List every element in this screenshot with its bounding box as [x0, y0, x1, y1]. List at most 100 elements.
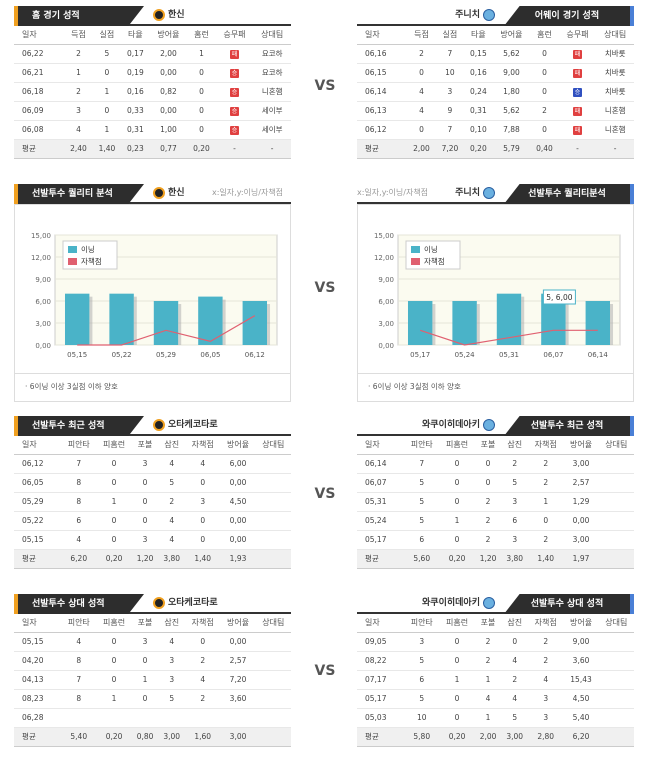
table-cell: 0 [185, 530, 221, 550]
table-row: 04,13 7 0 1 3 4 7,20 [14, 670, 291, 690]
table-row: 08,23 8 1 0 5 2 3,60 [14, 689, 291, 709]
table-cell: 0,24 [464, 82, 493, 102]
average-cell: 1,20 [131, 549, 159, 569]
average-cell: 0,77 [149, 139, 188, 159]
quality-left-team: 한신 [168, 188, 185, 198]
table-cell [598, 530, 634, 550]
table-cell: 2 [407, 44, 436, 64]
table-cell: 2 [158, 492, 186, 512]
table-cell: 5 [404, 689, 440, 709]
earned-runs-line [77, 315, 256, 346]
y-tick-label: 15,00 [31, 232, 51, 240]
average-cell: 평균 [357, 549, 405, 569]
table-cell: 7 [404, 454, 440, 474]
table-cell [598, 670, 634, 690]
chunichi-logo-icon [483, 418, 495, 431]
column-header: 피안타 [61, 436, 97, 455]
table-cell: 06,16 [357, 44, 408, 64]
average-cell: 평균 [357, 139, 408, 159]
column-header: 삼진 [158, 614, 186, 633]
table-cell: 3 [435, 82, 465, 102]
average-cell: 5,40 [61, 727, 97, 747]
column-header: 승무패 [558, 26, 597, 45]
table-cell: 3,00 [563, 530, 599, 550]
bar-shadow [565, 296, 569, 345]
average-cell: 0,40 [530, 139, 559, 159]
result-badge: 승 [230, 106, 239, 116]
y-tick-label: 9,00 [35, 276, 51, 284]
table-cell: 0 [185, 511, 221, 531]
table-cell: 06,07 [357, 473, 405, 493]
column-header: 일자 [14, 26, 65, 45]
vs-label: VS [314, 486, 336, 502]
table-cell: 4 [185, 670, 221, 690]
average-row: 평균 5,40 0,20 0,80 3,00 1,60 3,00 [14, 727, 291, 747]
table-cell: 0 [96, 632, 132, 652]
result-badge: 승 [230, 87, 239, 97]
x-tick-label: 05,22 [112, 351, 132, 359]
table-cell: 세이부 [253, 120, 291, 140]
table-cell: 4 [185, 454, 221, 474]
versus-left-pitcher: 오타케코타로 [168, 598, 218, 608]
average-cell: - [558, 139, 597, 159]
table-cell: 3,60 [220, 689, 256, 709]
table-cell: 2 [185, 651, 221, 671]
table-cell: 05,15 [14, 530, 62, 550]
table-row: 05,31 5 0 2 3 1 1,29 [357, 492, 634, 512]
average-cell: 3,00 [220, 727, 256, 747]
table-cell: 2 [474, 530, 502, 550]
home-record-header: 홈 경기 성적 한신 [14, 6, 291, 26]
column-header: 피안타 [404, 436, 440, 455]
table-cell: 0 [439, 708, 475, 728]
column-header: 일자 [357, 436, 405, 455]
average-cell: 2,00 [474, 727, 502, 747]
table-cell: 7 [435, 44, 465, 64]
table-cell [255, 454, 291, 474]
table-cell: 06,14 [357, 454, 405, 474]
column-header: 피홈런 [439, 614, 475, 633]
average-cell [598, 727, 634, 747]
table-cell: 05,29 [14, 492, 62, 512]
column-header: 포볼 [131, 436, 159, 455]
table-cell: 06,22 [14, 44, 65, 64]
table-cell: 0 [530, 44, 559, 64]
table-cell: 0,00 [220, 530, 256, 550]
versus-right-panel: 와쿠이히데아키 선발투수 상대 성적 일자 피안타 피홈런 포볼 삼진 자책점 방어율 상대팀… [357, 594, 634, 747]
home-record-title: 홈 경기 성적 [14, 6, 144, 26]
table-cell: 0,00 [563, 511, 599, 531]
legend-label: 이닝 [424, 244, 438, 254]
table-cell: 8 [61, 651, 97, 671]
table-cell: 0 [439, 454, 475, 474]
versus-left-panel: 선발투수 상대 성적 오타케코타로 일자 피안타 피홈런 포볼 삼진 자책점 방어율 상대팀 0… [14, 594, 291, 747]
table-cell: 0,33 [121, 101, 150, 121]
table-cell: 요코하 [253, 63, 291, 83]
table-row: 05,22 6 0 0 4 0 0,00 [14, 511, 291, 531]
table-row: 09,05 3 0 2 0 2 9,00 [357, 632, 634, 652]
legend-label: 자책점 [424, 256, 445, 266]
table-cell: 5 [404, 473, 440, 493]
column-header: 득점 [407, 26, 436, 45]
table-cell: 2,00 [149, 44, 188, 64]
column-header: 방어율 [492, 26, 531, 45]
table-cell: 4 [474, 689, 502, 709]
table-row: 05,03 10 0 1 5 3 5,40 [357, 708, 634, 728]
y-tick-label: 3,00 [378, 320, 394, 328]
result-badge: 패 [230, 49, 239, 59]
innings-bar [109, 293, 134, 345]
bar-shadow [133, 296, 137, 345]
table-cell: 0,82 [149, 82, 188, 102]
table-cell: 6 [404, 670, 440, 690]
table-cell: 3 [131, 454, 159, 474]
tooltip-box [542, 289, 576, 305]
table-cell: 15,43 [563, 670, 599, 690]
bar-shadow [89, 296, 93, 345]
x-tick-label: 05,17 [410, 351, 430, 359]
table-cell: 니혼햄 [253, 82, 291, 102]
hanshin-logo-icon [153, 186, 165, 199]
tooltip-label: 5, 6,00 [546, 293, 572, 302]
quality-right-chart: 0,00 3,00 6,00 9,00 12,00 15,00 05,17 05,24 05,3… [374, 232, 621, 359]
recent-left-panel: 선발투수 최근 성적 오타케코타로 일자 피안타 피홈런 포볼 삼진 자책점 방어율 상대팀 0… [14, 416, 291, 569]
quality-left-chart: 0,00 3,00 6,00 9,00 12,00 15,00 05,15 05,22 05,2… [31, 232, 278, 359]
versus-left-title: 선발투수 상대 성적 [14, 594, 144, 614]
bar-shadow [432, 304, 436, 345]
